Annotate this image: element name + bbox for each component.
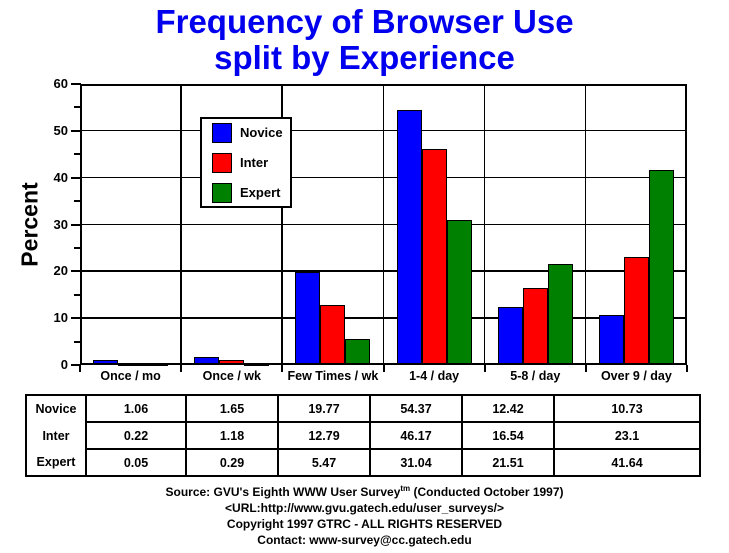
table-cell: 46.17 [369, 421, 463, 450]
y-tick-major [71, 317, 81, 320]
x-category-label: 1-4 / day [409, 369, 460, 383]
y-tick-label: 20 [53, 263, 68, 279]
x-tick [686, 365, 688, 372]
x-category-label: Few Times / wk [287, 369, 379, 383]
y-tick-major [71, 83, 81, 85]
table-cell: 23.1 [553, 421, 701, 450]
bar-novice [396, 110, 422, 365]
bar-novice [497, 306, 523, 365]
legend-label: Novice [240, 125, 283, 140]
gridline-vertical [382, 84, 384, 365]
footer-copyright-line: Copyright 1997 GTRC - ALL RIGHTS RESERVE… [226, 517, 503, 531]
table-cell: 5.47 [277, 448, 371, 477]
legend-item-expert: Expert [212, 182, 290, 203]
x-tick [281, 365, 284, 372]
footer-source-post: (Conducted October 1997) [410, 485, 564, 499]
legend-item-novice: Novice [212, 122, 290, 143]
legend-label: Expert [240, 185, 281, 200]
table-cell: 10.73 [553, 394, 701, 423]
table-cell: 12.42 [461, 394, 555, 423]
gridline-vertical [180, 84, 182, 365]
data-table-wrap: Novice 1.06 1.65 19.77 54.37 12.42 10.73 Inter 0… [25, 394, 701, 477]
legend: Novice Inter Expert [200, 117, 292, 208]
legend-swatch-expert [212, 182, 232, 203]
footer-source-line: Source: GVU's Eighth WWW User Surveytm (… [0, 481, 729, 500]
gridline-vertical [483, 84, 486, 365]
table-cell: 1.06 [85, 394, 187, 423]
y-tick-label: 40 [53, 169, 68, 185]
bar-inter [623, 256, 649, 365]
chart-title-line2: split by Experience [214, 39, 515, 76]
table-row: Novice 1.06 1.65 19.77 54.37 12.42 10.73 [25, 394, 701, 423]
table-cell: 1.65 [185, 394, 279, 423]
bar-expert [345, 339, 371, 365]
x-category-label: Once / wk [202, 369, 261, 383]
legend-swatch-inter [212, 152, 232, 173]
legend-swatch-novice [212, 122, 232, 143]
table-row-label: Inter [25, 422, 87, 449]
y-tick-major [71, 364, 81, 366]
y-tick-major [71, 176, 81, 179]
x-category-label: Once / mo [100, 369, 161, 383]
x-tick [483, 365, 486, 372]
footer-source-pre: Source: GVU's Eighth WWW User Survey [165, 485, 401, 499]
chart-title: Frequency of Browser Use split by Experi… [0, 4, 729, 76]
footer-url-line: <URL:http://www.gvu.gatech.edu/user_surv… [225, 501, 504, 515]
x-category-label: 5-8 / day [510, 369, 561, 383]
chart-title-line1: Frequency of Browser Use [155, 3, 574, 40]
gridline-vertical [584, 84, 587, 365]
table-cell: 31.04 [369, 448, 463, 477]
table-cell: 1.18 [185, 421, 279, 450]
table-row-label: Novice [25, 395, 87, 422]
y-tick-label: 10 [53, 310, 68, 326]
bar-inter [421, 148, 447, 365]
x-tick [79, 365, 81, 372]
footer: Source: GVU's Eighth WWW User Surveytm (… [0, 481, 729, 548]
bar-expert [648, 170, 674, 365]
bar-inter [320, 305, 346, 365]
bar-expert [446, 219, 472, 365]
y-tick-label: 30 [53, 216, 68, 232]
data-table: Novice 1.06 1.65 19.77 54.37 12.42 10.73 Inter 0… [25, 394, 701, 477]
footer-contact-line: Contact: www-survey@cc.gatech.edu [257, 533, 472, 547]
x-tick [584, 365, 587, 372]
x-category-label: Over 9 / day [600, 369, 672, 383]
x-tick [180, 365, 183, 372]
table-cell: 41.64 [553, 448, 701, 477]
y-tick-label: 0 [60, 357, 68, 372]
y-tick-major [71, 223, 81, 226]
y-tick-major [71, 129, 81, 132]
table-row: Inter 0.22 1.18 12.79 46.17 16.54 23.1 [25, 421, 701, 450]
x-tick [382, 365, 385, 372]
y-tick-minor [74, 106, 81, 109]
y-tick-minor [74, 293, 81, 296]
gridline-vertical [281, 84, 283, 365]
y-tick-minor [74, 200, 81, 203]
table-row: Expert 0.05 0.29 5.47 31.04 21.51 41.64 [25, 448, 701, 477]
table-cell: 0.05 [85, 448, 187, 477]
table-cell: 21.51 [461, 448, 555, 477]
table-cell: 12.79 [277, 421, 371, 450]
y-tick-major [71, 270, 81, 273]
legend-item-inter: Inter [212, 152, 290, 173]
y-tick-label: 60 [53, 76, 68, 91]
table-cell: 0.29 [185, 448, 279, 477]
y-tick-minor [74, 340, 81, 343]
y-tick-minor [74, 246, 81, 249]
y-tick-label: 50 [53, 122, 68, 138]
plot-border [80, 84, 687, 365]
table-cell: 54.37 [369, 394, 463, 423]
bar-expert [547, 264, 573, 365]
table-cell: 16.54 [461, 421, 555, 450]
footer-source-sup: tm [400, 484, 411, 493]
table-row-label: Expert [25, 449, 87, 476]
table-cell: 0.22 [85, 421, 187, 450]
table-cell: 19.77 [277, 394, 371, 423]
legend-label: Inter [240, 155, 269, 170]
y-tick-minor [74, 153, 81, 156]
